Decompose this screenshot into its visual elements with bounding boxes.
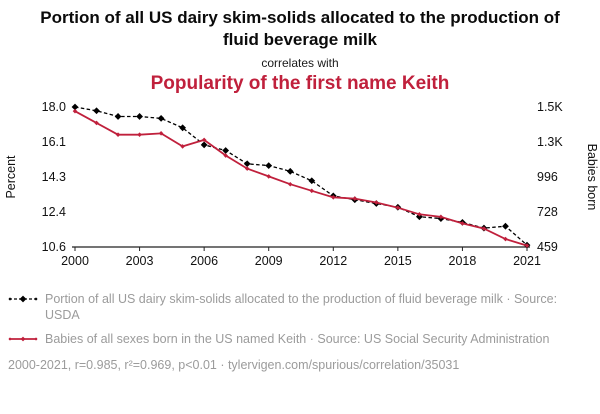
legend-label: Babies of all sexes born in the US named… <box>45 331 550 346</box>
svg-text:459: 459 <box>537 240 558 254</box>
svg-text:2009: 2009 <box>255 254 283 268</box>
svg-text:14.3: 14.3 <box>42 170 66 184</box>
chart-title: Portion of all US dairy skim-solids allo… <box>40 8 560 49</box>
svg-text:1.3K: 1.3K <box>537 135 563 149</box>
svg-text:Babies born: Babies born <box>585 143 599 210</box>
dashed-line-key-icon <box>8 295 38 302</box>
svg-text:2015: 2015 <box>384 254 412 268</box>
legend-item-keith: Babies of all sexes born in the US named… <box>8 331 590 348</box>
solid-line-key-icon <box>8 336 38 341</box>
chart-header: Portion of all US dairy skim-solids allo… <box>0 0 600 95</box>
svg-text:2018: 2018 <box>449 254 477 268</box>
legend-item-dairy: Portion of all US dairy skim-solids allo… <box>8 291 590 324</box>
svg-text:1.5K: 1.5K <box>537 100 563 114</box>
correlation-chart: 2000 2003 2006 2009 2012 2015 2018 2021 18.0 16.1… <box>4 100 599 268</box>
secondary-title: Popularity of the first name Keith <box>150 72 450 94</box>
svg-text:10.6: 10.6 <box>42 240 66 254</box>
legend-label: Portion of all US dairy skim-solids allo… <box>45 291 558 323</box>
svg-text:Percent: Percent <box>4 154 18 198</box>
svg-text:2021: 2021 <box>513 254 541 268</box>
svg-text:2006: 2006 <box>190 254 218 268</box>
svg-text:16.1: 16.1 <box>42 135 66 149</box>
legend: Portion of all US dairy skim-solids allo… <box>0 280 600 348</box>
chart-area: 2000 2003 2006 2009 2012 2015 2018 2021 18.0 16.1… <box>0 97 600 280</box>
svg-text:996: 996 <box>537 170 558 184</box>
svg-text:2012: 2012 <box>319 254 347 268</box>
svg-text:2003: 2003 <box>126 254 154 268</box>
stats-footer: 2000-2021, r=0.985, r²=0.969, p<0.01 · t… <box>8 358 460 372</box>
correlates-with-label: correlates with <box>261 55 339 70</box>
svg-text:18.0: 18.0 <box>42 100 66 114</box>
svg-text:728: 728 <box>537 205 558 219</box>
svg-text:2000: 2000 <box>61 254 89 268</box>
svg-text:12.4: 12.4 <box>42 205 66 219</box>
